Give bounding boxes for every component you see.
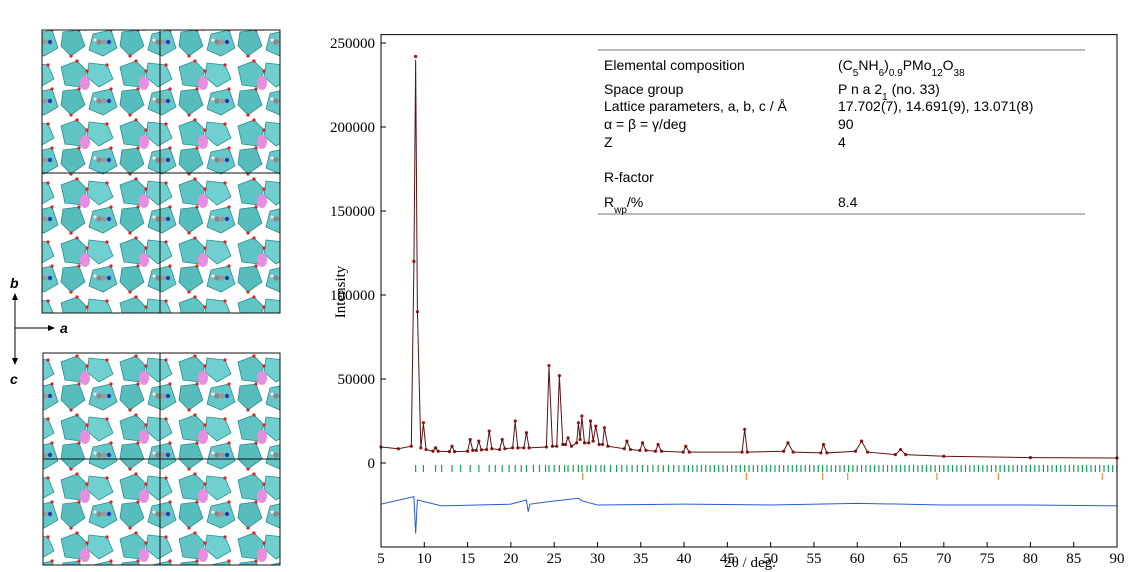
axis-letter: a (60, 320, 68, 336)
x-tick-label: 10 (417, 551, 432, 567)
observed-point (513, 419, 517, 423)
plot-frame (380, 34, 1118, 548)
table-value-part: (no. 33) (888, 81, 940, 97)
table-label-part: Elemental composition (604, 57, 745, 73)
x-tick-label: 5 (377, 551, 385, 567)
table-value-part: 90 (838, 116, 854, 132)
table-label: Lattice parameters, a, b, c / Å (604, 98, 788, 114)
difference-curve (380, 495, 1118, 534)
table-value-part: PMo (903, 57, 932, 73)
table-label-part: wp (613, 205, 627, 216)
table-label: Rwp/% (604, 194, 643, 216)
crystal-structure: b a c (10, 29, 281, 566)
x-tick-label: 25 (547, 551, 562, 567)
observed-point (547, 363, 551, 368)
x-tick-label: 85 (1066, 551, 1081, 567)
table-label-part: Space group (604, 81, 684, 97)
axis-letter: b (10, 275, 19, 291)
table-value-part: NH (858, 57, 878, 73)
axis-letter: c (10, 371, 18, 387)
x-tick-label: 90 (1110, 551, 1125, 567)
y-tick-label: 50000 (338, 372, 376, 388)
table-label: Space group (604, 81, 684, 97)
table-value-part: 4 (838, 134, 846, 150)
table-value: 90 (838, 116, 854, 132)
table-value-part: 8.4 (838, 194, 858, 210)
y-tick-label: 100000 (330, 288, 375, 304)
table-label: Z (604, 134, 613, 150)
x-axis-label: 2θ / deg. (724, 555, 776, 571)
arrow-head (48, 325, 55, 331)
table-value: 8.4 (838, 194, 858, 210)
table-value-part: 17.702(7), 14.691(9), 13.071(8) (838, 98, 1033, 114)
table-value-part: 6 (879, 68, 885, 79)
table-value-part: 1 (882, 92, 888, 103)
table-value-part: (C (838, 57, 853, 73)
x-tick-label: 65 (893, 551, 908, 567)
x-tick-label: 55 (806, 551, 821, 567)
observed-point (580, 414, 584, 418)
table-value-part: 5 (853, 68, 859, 79)
arrow-head (12, 293, 18, 300)
x-tick-label: 35 (633, 551, 648, 567)
x-tick-label: 30 (590, 551, 605, 567)
table-label-part: α = β = γ/deg (604, 116, 686, 132)
table-label-part: Z (604, 134, 613, 150)
observed-point (576, 421, 581, 425)
calculated-curve (380, 59, 1118, 459)
y-tick-label: 0 (368, 456, 376, 472)
structure-view-top (41, 29, 281, 314)
table-value: 4 (838, 134, 846, 150)
table-label-part: Lattice parameters, a, b, c / Å (604, 98, 788, 114)
arrow-head (12, 358, 18, 365)
table-value-part: P n a 2 (838, 81, 882, 97)
x-tick-label: 40 (677, 551, 692, 567)
table-value-part: ) (884, 57, 889, 73)
x-tick-label: 60 (850, 551, 865, 567)
x-tick-label: 45 (720, 551, 735, 567)
table-value-part: 12 (932, 68, 944, 79)
x-tick-label: 80 (1023, 551, 1038, 567)
table-label-part: /% (627, 194, 643, 210)
x-tick-label: 70 (936, 551, 951, 567)
y-tick-label: 200000 (330, 120, 375, 136)
y-tick-label: 150000 (330, 204, 375, 220)
y-axis-label: Intensity (333, 265, 349, 318)
table-label-part: R-factor (604, 169, 654, 185)
table-label: R-factor (604, 169, 654, 185)
table-value: P n a 21 (no. 33) (838, 81, 940, 103)
x-tick-label: 20 (503, 551, 518, 567)
table-value: (C5NH6)0.9PMo12O38 (838, 57, 965, 79)
parameter-table: Elemental composition (C5NH6)0.9PMo12O38 S… (598, 49, 1085, 216)
table-value-part: 38 (954, 68, 966, 79)
x-tick-label: 75 (980, 551, 995, 567)
table-label: Elemental composition (604, 57, 745, 73)
table-label-part: R (604, 194, 614, 210)
table-value: 17.702(7), 14.691(9), 13.071(8) (838, 98, 1033, 114)
table-value-part: O (943, 57, 954, 73)
x-tick-label: 50 (763, 551, 778, 567)
table-label: α = β = γ/deg (604, 116, 686, 132)
table-value-part: 0.9 (889, 68, 903, 79)
y-tick-label: 250000 (330, 36, 375, 52)
x-tick-label: 15 (460, 551, 475, 567)
observed-point (421, 421, 426, 425)
observed-point (414, 54, 418, 59)
